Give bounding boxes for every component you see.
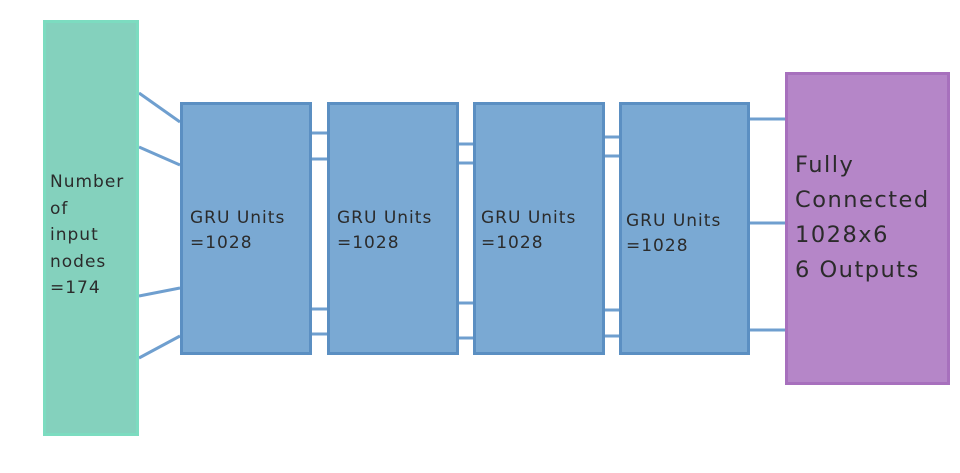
connector-input-gru-1 (138, 286, 181, 298)
gru-layer-label-1: GRU Units =1028 (190, 206, 285, 256)
input-label-line: input (50, 225, 99, 245)
gru-layer-box-1 (180, 102, 312, 355)
gru-value: =1028 (481, 233, 544, 253)
input-label-line: of (50, 198, 69, 219)
output-label-line: Fully (795, 152, 855, 178)
gru-title: GRU Units (190, 208, 286, 228)
input-label-line: nodes (50, 251, 107, 272)
gru-title: GRU Units (626, 211, 722, 231)
input-layer-box (43, 20, 139, 436)
connector-input-gru-1 (138, 145, 181, 167)
output-label-line: Connected (795, 187, 930, 213)
gru-value: =1028 (337, 233, 400, 253)
gru-layer-label-2: GRU Units =1028 (337, 206, 432, 256)
gru-layer-box-3 (473, 102, 605, 355)
output-label-line: 1028x6 (795, 222, 889, 248)
connector-input-gru-1 (138, 91, 181, 124)
gru-title: GRU Units (481, 208, 577, 228)
output-label-line: 6 Outputs (795, 257, 920, 283)
gru-layer-box-4 (619, 102, 750, 355)
gru-layer-label-3: GRU Units =1028 (481, 206, 576, 256)
fully-connected-layer-box (785, 72, 950, 385)
gru-value: =1028 (626, 236, 689, 256)
gru-title: GRU Units (337, 208, 433, 228)
input-label-line: =174 (50, 278, 101, 298)
connector-input-gru-1 (138, 334, 181, 360)
gru-value: =1028 (190, 233, 253, 253)
gru-layer-box-2 (327, 102, 459, 355)
input-label-line: Number (50, 172, 125, 192)
fully-connected-layer-label: Fully Connected 1028x6 6 Outputs (795, 148, 930, 288)
input-layer-label: Number of input nodes =174 (50, 169, 142, 302)
gru-layer-label-4: GRU Units =1028 (626, 209, 721, 259)
